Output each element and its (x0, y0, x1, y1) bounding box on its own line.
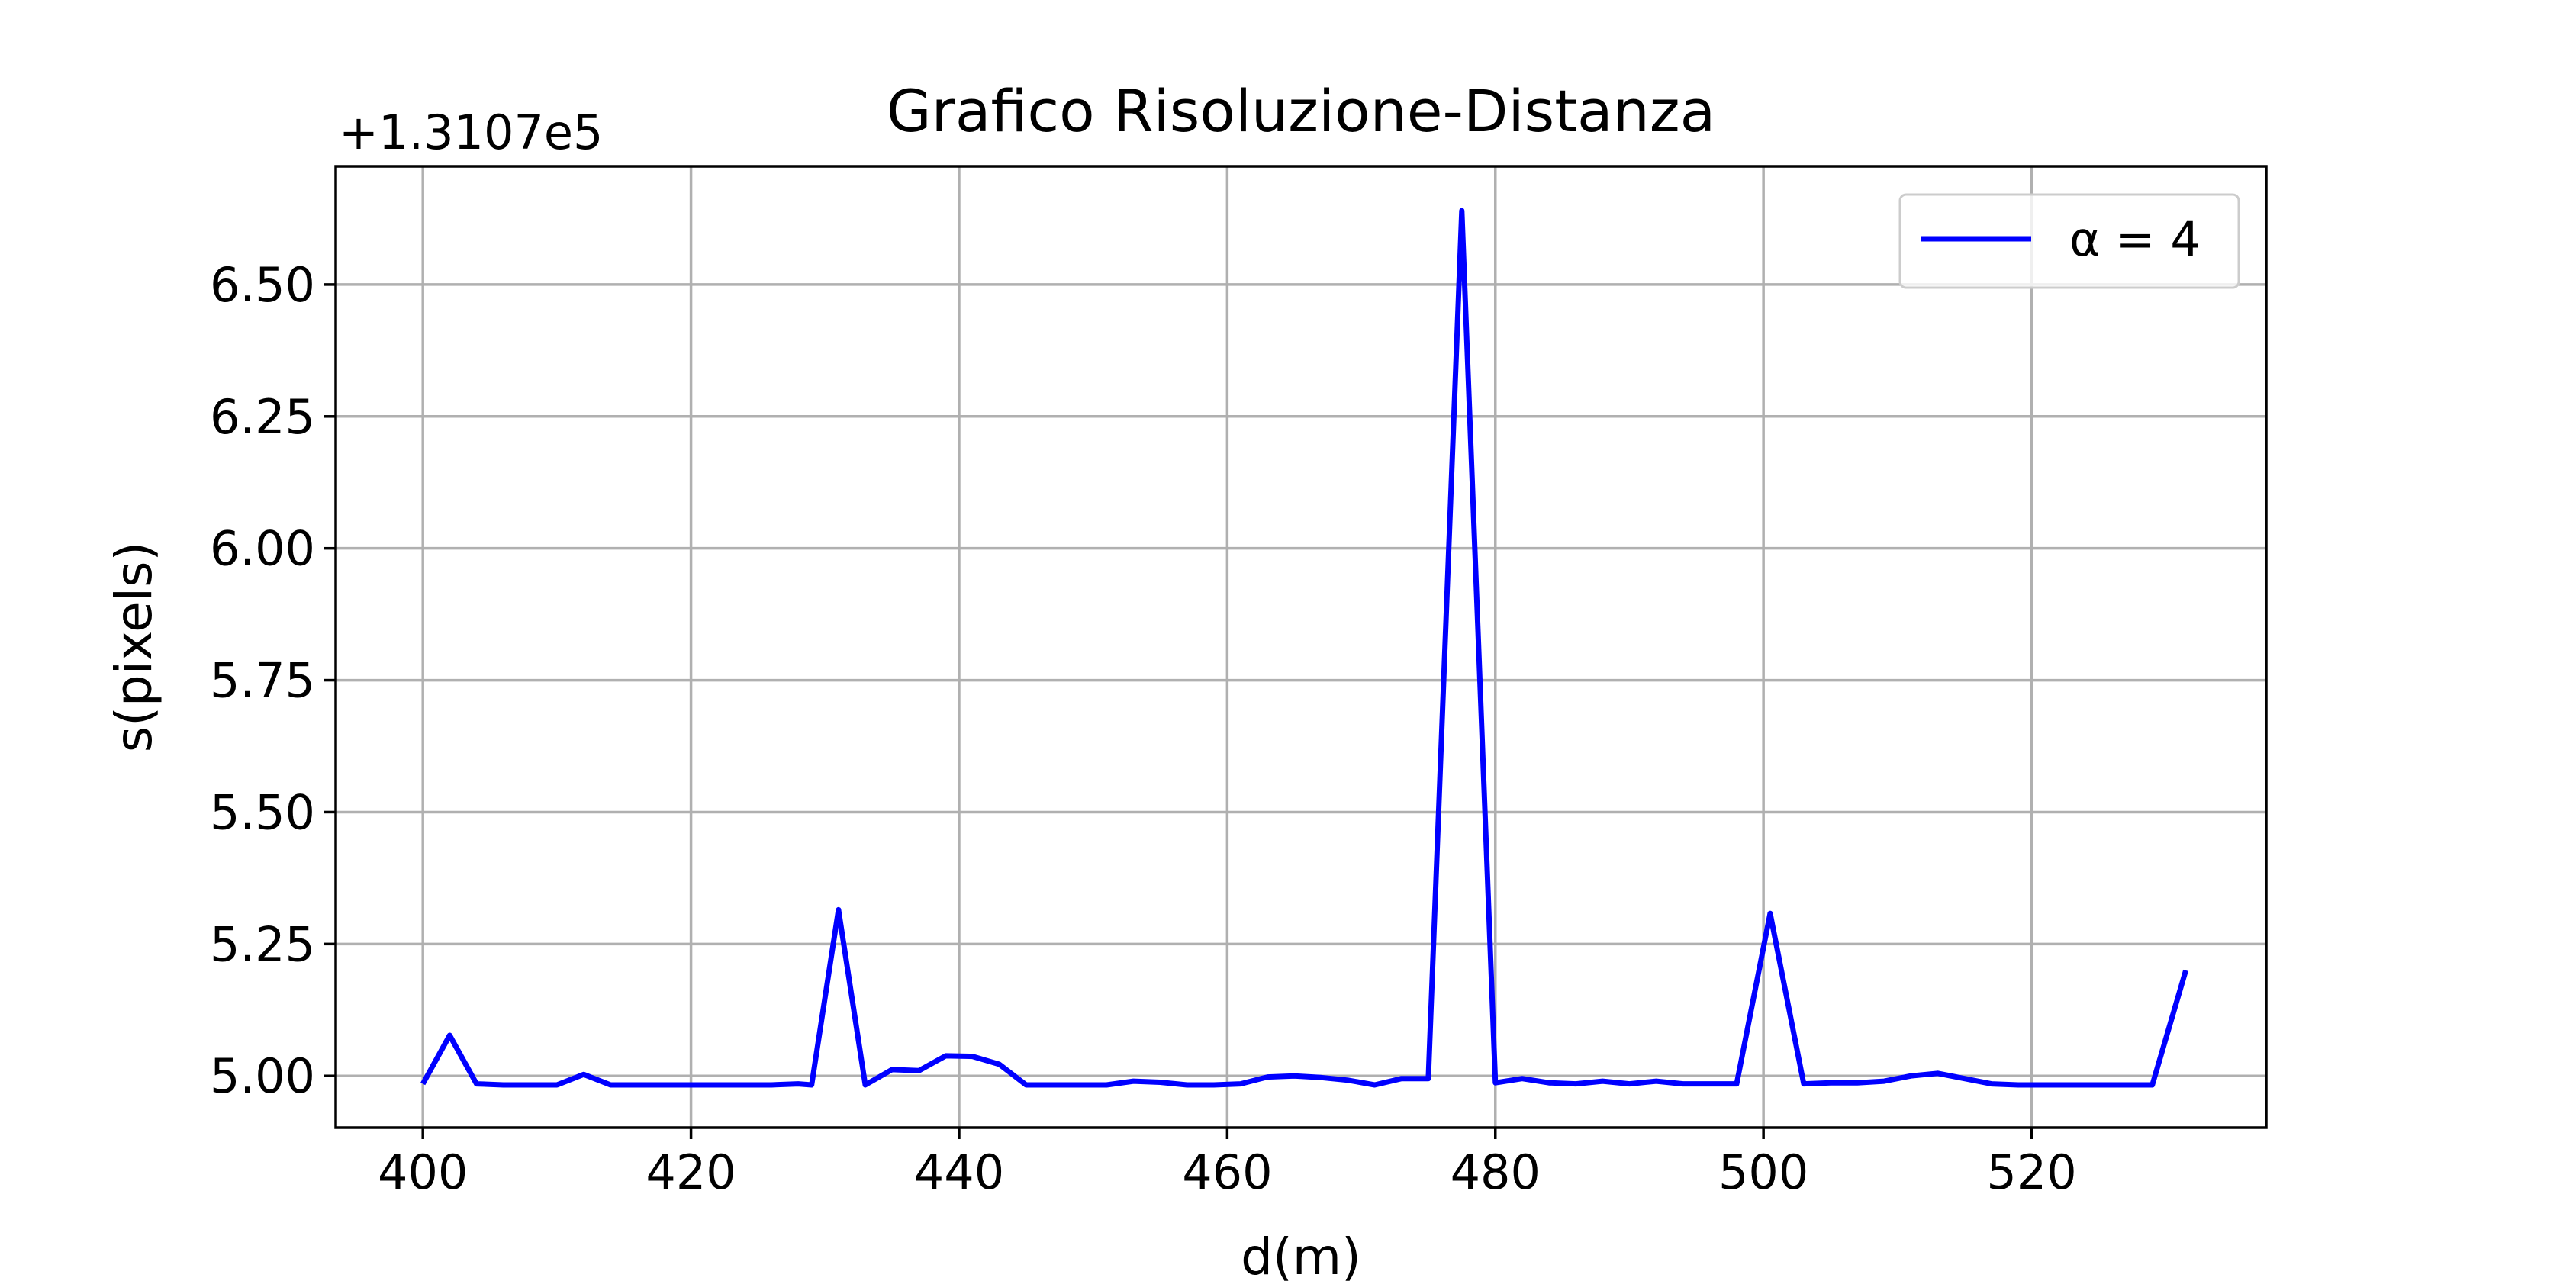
data-point (1213, 1085, 1214, 1086)
y-offset-label: +1.3107e5 (339, 105, 603, 160)
data-point (1884, 1081, 1885, 1082)
x-tick-label: 460 (1182, 1144, 1272, 1200)
x-tick-label: 520 (1986, 1144, 2076, 1200)
data-point (1991, 1083, 1992, 1084)
legend: α = 4 (1900, 195, 2239, 288)
data-point (811, 1085, 812, 1086)
data-point (798, 1083, 799, 1084)
y-tick-label: 6.50 (210, 257, 315, 313)
data-point (1374, 1085, 1375, 1086)
data-point (2018, 1085, 2019, 1086)
y-axis: 5.00 5.25 5.50 5.75 6.00 6.25 6.50 (210, 257, 336, 1104)
data-point (1629, 1083, 1630, 1084)
data-point (1401, 1078, 1402, 1079)
x-tick-label: 440 (914, 1144, 1004, 1200)
data-point (2098, 1085, 2099, 1086)
data-point (838, 909, 839, 910)
data-point (1106, 1085, 1107, 1086)
data-point (476, 1083, 477, 1084)
data-point (945, 1055, 946, 1056)
y-tick-label: 6.00 (210, 521, 315, 577)
data-point (1133, 1081, 1134, 1082)
series-line (423, 211, 2185, 1085)
data-point (2125, 1085, 2126, 1086)
x-tick-label: 420 (646, 1144, 736, 1200)
data-point (1160, 1082, 1161, 1083)
x-tick-label: 480 (1451, 1144, 1541, 1200)
data-point (865, 1085, 866, 1086)
data-point (503, 1085, 504, 1086)
y-tick-label: 5.25 (210, 916, 315, 972)
data-point (2152, 1085, 2153, 1086)
x-tick-label: 400 (378, 1144, 468, 1200)
data-point (1294, 1076, 1295, 1077)
data-point (1769, 913, 1770, 914)
data-point (1656, 1081, 1657, 1082)
data-point (1053, 1085, 1054, 1086)
data-point (972, 1056, 973, 1057)
y-axis-label: s(pixels) (105, 542, 163, 752)
data-point (449, 1035, 450, 1036)
data-point (892, 1069, 893, 1070)
data-point (744, 1085, 745, 1086)
x-axis-label: d(m) (1241, 1228, 1361, 1281)
data-point (2045, 1085, 2046, 1086)
data-point (1964, 1078, 1965, 1079)
data-point (999, 1064, 1000, 1065)
data-point (1602, 1081, 1603, 1082)
data-point (637, 1085, 638, 1086)
data-point (1521, 1078, 1522, 1079)
data-point (717, 1085, 718, 1086)
y-tick-label: 6.25 (210, 389, 315, 445)
series-layer (423, 211, 2186, 1086)
y-tick-label: 5.50 (210, 784, 315, 840)
y-tick-label: 5.75 (210, 653, 315, 709)
grid (336, 166, 2266, 1128)
plot-frame (336, 166, 2266, 1128)
data-point (1803, 1083, 1804, 1084)
x-tick-label: 500 (1718, 1144, 1808, 1200)
chart-title: Grafico Risoluzione-Distanza (887, 77, 1715, 145)
data-point (610, 1085, 611, 1086)
data-point (771, 1085, 772, 1086)
data-point (556, 1085, 557, 1086)
legend-entry-label: α = 4 (2069, 211, 2201, 267)
y-tick-label: 5.00 (210, 1048, 315, 1104)
data-point (1240, 1083, 1241, 1084)
x-axis: 400 420 440 460 480 500 520 (378, 1128, 2077, 1200)
data-point (1321, 1077, 1322, 1078)
data-point (664, 1085, 665, 1086)
data-point (1682, 1083, 1683, 1084)
data-point (1709, 1083, 1710, 1084)
